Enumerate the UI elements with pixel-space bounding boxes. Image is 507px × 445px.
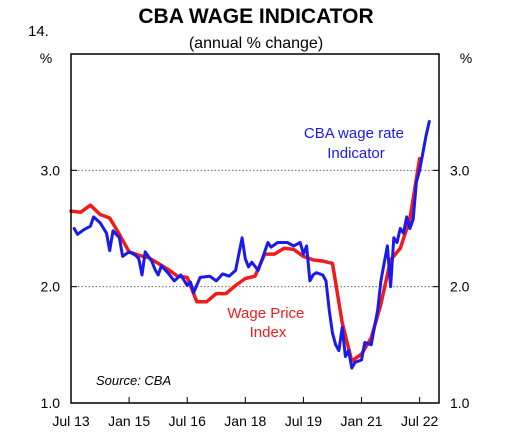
y-tick-labels-right: 1.0 2.0 3.0 bbox=[450, 162, 470, 411]
series-line-cba-wage-indicator bbox=[72, 120, 431, 370]
source-note: Source: CBA bbox=[96, 373, 171, 388]
x-tick-label-2: Jul 16 bbox=[169, 413, 207, 429]
y-unit-left: % bbox=[40, 50, 52, 66]
series-label-wpi-line2: Index bbox=[250, 324, 287, 341]
figure-number: 14. bbox=[28, 23, 49, 40]
x-tick-label-0: Jul 13 bbox=[52, 413, 90, 429]
y-tick-label-right-1: 2.0 bbox=[450, 279, 470, 295]
series-label-cba-line1: CBA wage rate bbox=[304, 125, 404, 142]
plot-frame bbox=[70, 53, 440, 404]
x-tick-label-1: Jan 15 bbox=[108, 413, 150, 429]
chart-subtitle: (annual % change) bbox=[189, 35, 323, 52]
axis-ticks bbox=[70, 169, 439, 404]
y-tick-label-left-0: 1.0 bbox=[41, 395, 61, 411]
x-tick-label-5: Jan 21 bbox=[341, 413, 383, 429]
series-label-cba-line2: Indicator bbox=[327, 145, 385, 162]
x-tick-labels: Jul 13 Jan 15 Jul 16 Jan 18 Jul 19 Jan 21 Jul … bbox=[52, 413, 438, 429]
x-tick-label-3: Jan 18 bbox=[224, 413, 266, 429]
x-tick-label-6: Jul 22 bbox=[401, 413, 439, 429]
y-tick-label-left-2: 3.0 bbox=[41, 162, 61, 178]
y-tick-label-right-2: 3.0 bbox=[450, 162, 470, 178]
chart-title: CBA WAGE INDICATOR bbox=[138, 5, 373, 28]
series-label-cba-indicator: CBA wage rate Indicator bbox=[304, 125, 408, 162]
y-tick-label-right-0: 1.0 bbox=[450, 395, 470, 411]
y-tick-label-left-1: 2.0 bbox=[41, 279, 61, 295]
series-label-wpi-line1: Wage Price bbox=[227, 305, 304, 322]
y-unit-right: % bbox=[460, 50, 472, 66]
series-label-wage-price-index: Wage Price Index bbox=[227, 305, 308, 341]
series-lines bbox=[69, 120, 431, 370]
x-tick-label-4: Jul 19 bbox=[285, 413, 323, 429]
y-tick-labels-left: 1.0 2.0 3.0 bbox=[41, 162, 61, 411]
